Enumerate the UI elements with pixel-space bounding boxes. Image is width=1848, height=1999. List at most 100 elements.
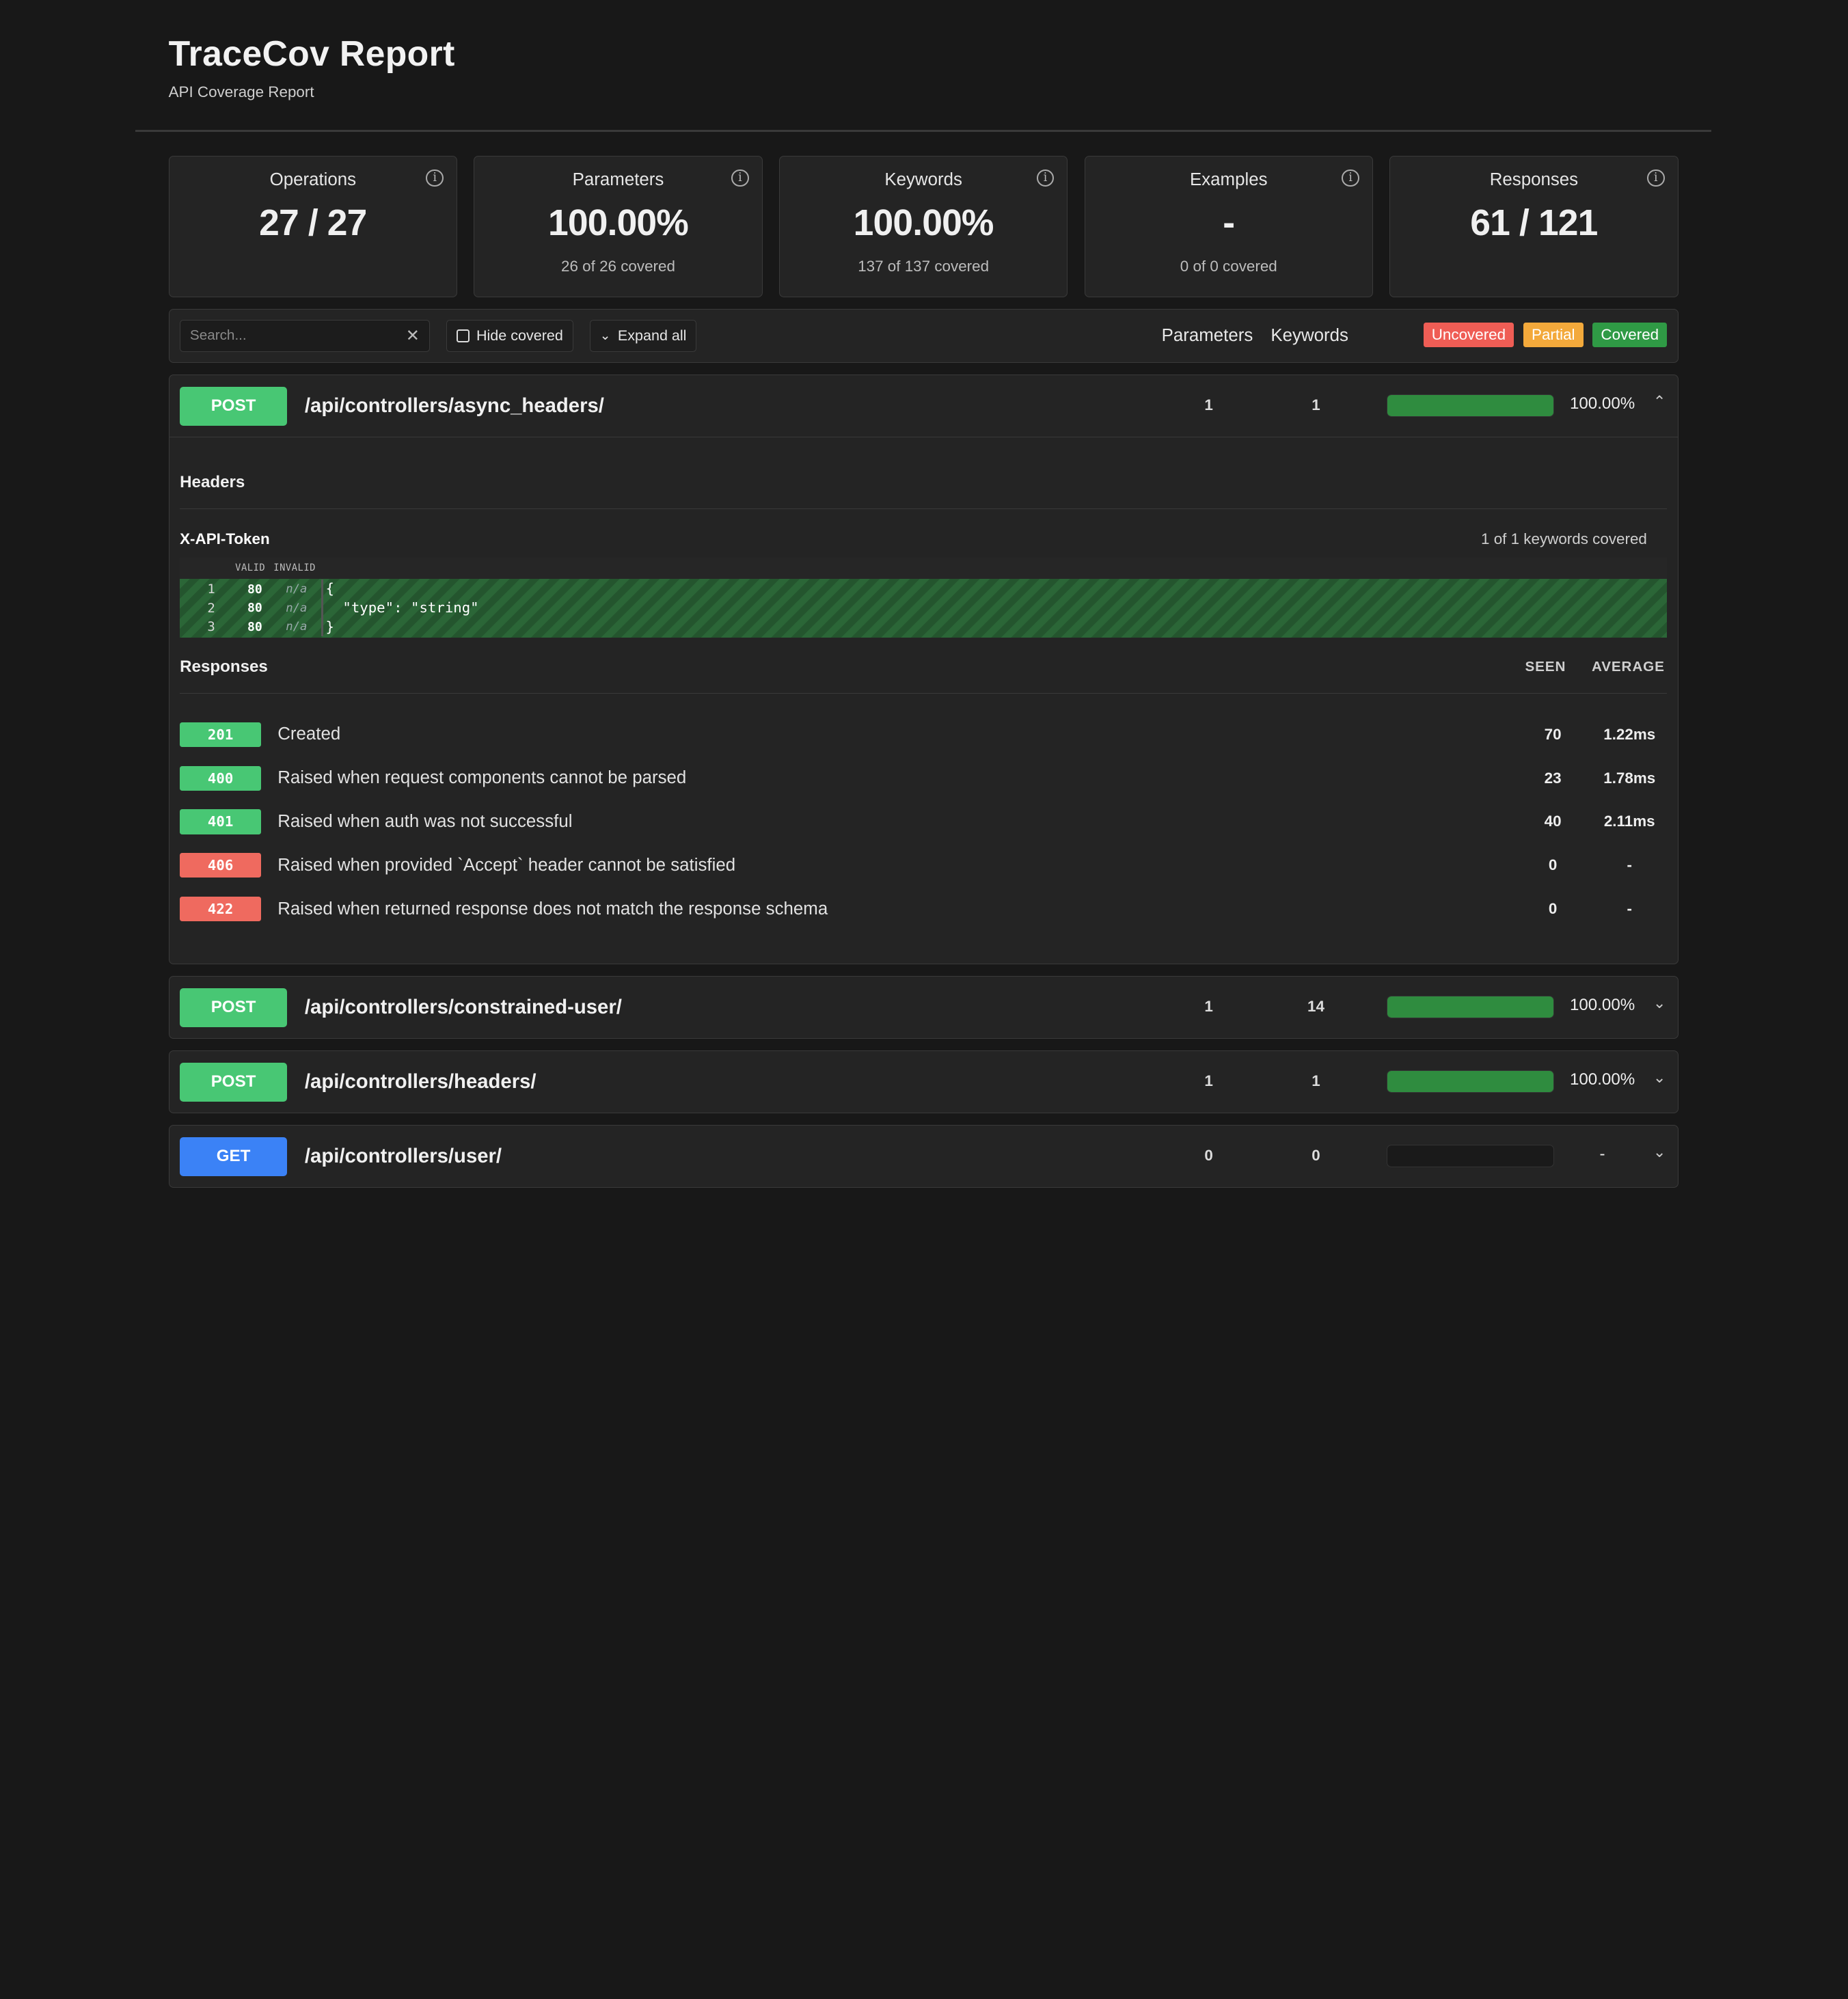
legend-uncovered: Uncovered: [1423, 322, 1514, 348]
response-average: 1.22ms: [1603, 725, 1656, 743]
page-subtitle: API Coverage Report: [168, 83, 314, 101]
valid-count: 80: [247, 601, 262, 616]
coverage-percent: 100.00%: [1569, 996, 1635, 1015]
response-description: Raised when returned response does not m…: [277, 899, 828, 919]
responses-section-title: Responses: [180, 657, 268, 677]
column-parameters: Parameters: [1161, 325, 1253, 345]
headers-section-title: Headers: [180, 472, 245, 491]
card-sub: 0 of 0 covered: [1180, 258, 1277, 275]
filter-toolbar: ✕ Hide covered ⌄ Expand all Parameters K…: [168, 308, 1679, 364]
code-text: {: [321, 580, 334, 599]
status-code-badge: 400: [180, 765, 262, 791]
coverage-bar-fill: [1387, 996, 1553, 1018]
column-headers: Parameters Keywords: [1162, 326, 1361, 346]
operation-path: /api/controllers/constrained-user/: [304, 996, 622, 1019]
info-icon[interactable]: i: [1646, 169, 1665, 187]
response-description: Raised when request components cannot be…: [277, 768, 687, 788]
invalid-count: n/a: [286, 620, 308, 634]
column-average: AVERAGE: [1591, 659, 1665, 675]
parameters-count: 1: [1204, 998, 1213, 1016]
coverage-bar: [1387, 996, 1554, 1018]
parameter-row: X-API-Token 1 of 1 keywords covered: [180, 530, 1667, 548]
operations-card: i Operations 27 / 27: [168, 155, 458, 297]
response-average: -: [1627, 856, 1632, 874]
keywords-card: i Keywords 100.00% 137 of 137 covered: [778, 155, 1068, 297]
valid-count: 80: [247, 619, 262, 634]
clear-search-icon[interactable]: ✕: [405, 326, 420, 345]
responses-card: i Responses 61 / 121: [1389, 155, 1679, 297]
page-title: TraceCov Report: [168, 33, 455, 74]
card-label: Keywords: [884, 170, 962, 190]
checkbox[interactable]: [456, 329, 470, 342]
coverage-bar: [1387, 1144, 1554, 1167]
info-icon[interactable]: i: [1342, 169, 1360, 187]
code-col-invalid: INVALID: [273, 562, 316, 574]
line-number: 2: [207, 600, 215, 616]
card-value: 27 / 27: [259, 202, 367, 243]
hide-covered-toggle[interactable]: Hide covered: [446, 320, 573, 352]
response-seen: 0: [1548, 856, 1558, 874]
response-row: 406 Raised when provided `Accept` header…: [180, 843, 1667, 887]
operation-item: POST /api/controllers/headers/ 1 1 100.0…: [168, 1050, 1679, 1114]
coverage-bar: [1387, 394, 1554, 417]
operation-header[interactable]: POST /api/controllers/headers/ 1 1 100.0…: [169, 1051, 1678, 1113]
response-seen: 23: [1544, 769, 1562, 787]
expand-all-label: Expand all: [617, 327, 687, 344]
keywords-count: 0: [1312, 1147, 1320, 1165]
expand-all-button[interactable]: ⌄ Expand all: [589, 320, 697, 352]
code-lines: 1 80 n/a { 2 80 n/a "type": "string" 3 8…: [180, 578, 1668, 638]
operation-path: /api/controllers/async_headers/: [304, 394, 604, 418]
chevron-up-icon[interactable]: ⌃: [1653, 393, 1666, 411]
column-seen: SEEN: [1525, 659, 1566, 675]
coverage-percent: 100.00%: [1569, 394, 1635, 413]
hide-covered-label: Hide covered: [476, 327, 563, 344]
keywords-count: 1: [1312, 1072, 1320, 1090]
operation-header[interactable]: GET /api/controllers/user/ 0 0 - ⌄: [169, 1126, 1678, 1187]
legend-partial: Partial: [1523, 322, 1584, 348]
method-badge: POST: [180, 988, 288, 1027]
search-input[interactable]: [189, 327, 406, 344]
info-icon[interactable]: i: [1036, 169, 1055, 187]
coverage-bar-fill: [1387, 1070, 1553, 1092]
response-description: Created: [277, 724, 341, 744]
valid-count: 80: [247, 582, 262, 597]
search-box: ✕: [180, 320, 430, 352]
method-badge: GET: [180, 1137, 288, 1176]
keywords-count: 14: [1307, 998, 1324, 1016]
coverage-percent: 100.00%: [1569, 1070, 1635, 1089]
responses-header: Responses SEEN AVERAGE: [180, 657, 1667, 677]
operation-header[interactable]: POST /api/controllers/constrained-user/ …: [169, 977, 1678, 1038]
response-description: Raised when auth was not successful: [277, 811, 573, 831]
parameters-count: 1: [1204, 396, 1213, 414]
code-line: 2 80 n/a "type": "string": [180, 599, 1667, 618]
parameter-coverage: 1 of 1 keywords covered: [1481, 530, 1647, 547]
operation-item: GET /api/controllers/user/ 0 0 - ⌄: [168, 1125, 1679, 1188]
card-value: 100.00%: [548, 202, 689, 243]
examples-card: i Examples - 0 of 0 covered: [1084, 155, 1374, 297]
operation-path: /api/controllers/headers/: [304, 1070, 536, 1093]
divider: [180, 508, 1668, 509]
card-sub: 26 of 26 covered: [561, 258, 675, 275]
operation-details: Headers X-API-Token 1 of 1 keywords cove…: [169, 437, 1678, 964]
chevron-down-icon[interactable]: ⌄: [1653, 994, 1666, 1012]
column-keywords: Keywords: [1270, 325, 1348, 345]
parameters-card: i Parameters 100.00% 26 of 26 covered: [474, 155, 763, 297]
card-label: Parameters: [572, 170, 664, 190]
operation-header[interactable]: POST /api/controllers/async_headers/ 1 1…: [169, 375, 1678, 437]
chevron-down-icon[interactable]: ⌄: [1653, 1143, 1666, 1161]
report-page: TraceCov Report API Coverage Report i Op…: [135, 33, 1711, 1188]
chevron-down-icon[interactable]: ⌄: [1653, 1069, 1666, 1087]
card-value: 100.00%: [853, 202, 994, 243]
response-average: 2.11ms: [1603, 813, 1655, 830]
card-label: Responses: [1489, 170, 1579, 190]
legend-covered: Covered: [1592, 322, 1668, 348]
responses-list: 201 Created 70 1.22ms 400 Raised when re…: [180, 713, 1667, 964]
info-icon[interactable]: i: [731, 169, 749, 187]
code-line: 1 80 n/a {: [180, 580, 1667, 599]
response-seen: 40: [1544, 813, 1562, 830]
response-seen: 70: [1544, 725, 1562, 743]
code-line: 3 80 n/a }: [180, 617, 1667, 637]
card-value: 61 / 121: [1470, 202, 1598, 243]
info-icon[interactable]: i: [426, 169, 444, 187]
response-row: 401 Raised when auth was not successful …: [180, 800, 1667, 844]
